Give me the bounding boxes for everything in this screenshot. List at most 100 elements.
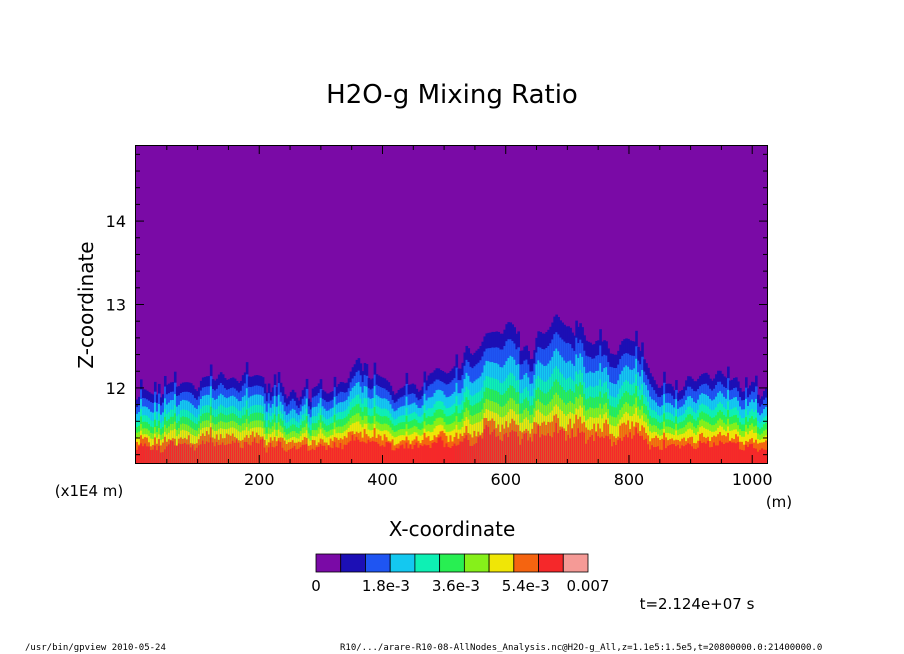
colorbar-swatch xyxy=(439,553,465,573)
heatmap-cell xyxy=(487,426,491,463)
heatmap-cell xyxy=(685,444,688,463)
heatmap-cell xyxy=(309,450,313,463)
heatmap-cell xyxy=(741,449,744,463)
heatmap-cell xyxy=(251,441,255,463)
heatmap-cell xyxy=(679,448,682,463)
heatmap-cell xyxy=(525,432,528,463)
heatmap-cell xyxy=(505,432,509,463)
heatmap-cell xyxy=(403,448,407,463)
heatmap-cell xyxy=(401,444,405,463)
heatmap-cell xyxy=(713,442,716,463)
heatmap-cell xyxy=(583,432,586,463)
heatmap-cell xyxy=(159,452,163,463)
x-axis-ticks: 200 400 600 800 1000 xyxy=(166,146,773,489)
heatmap-cell xyxy=(303,444,307,463)
heatmap-cell xyxy=(541,434,544,463)
heatmap-cell xyxy=(671,444,674,463)
heatmap-cell xyxy=(241,448,245,463)
heatmap-cell xyxy=(349,440,353,463)
heatmap-cell xyxy=(421,446,425,463)
heatmap-cell xyxy=(749,444,752,463)
heatmap-cell xyxy=(371,440,375,463)
colorbar xyxy=(315,553,589,573)
x-tick-label: 200 xyxy=(244,470,275,489)
heatmap-cell xyxy=(631,438,634,463)
heatmap-cell xyxy=(197,445,201,463)
colorbar-swatch xyxy=(365,553,391,573)
heatmap-cell xyxy=(521,438,524,463)
heatmap-cell xyxy=(213,446,217,463)
heatmap-cell xyxy=(681,445,684,463)
heatmap-cell xyxy=(395,447,399,463)
heatmap-cell xyxy=(453,443,457,463)
heatmap-cell xyxy=(263,447,267,463)
heatmap-cell xyxy=(727,442,730,463)
heatmap-cell xyxy=(419,445,423,463)
heatmap-cell xyxy=(473,444,477,463)
heatmap-cell xyxy=(465,435,469,463)
heatmap-cell xyxy=(357,439,361,463)
heatmap-cell xyxy=(177,443,181,463)
colorbar-label: 0.007 xyxy=(567,577,610,595)
heatmap-cell xyxy=(723,444,726,463)
heatmap-cell xyxy=(325,449,329,463)
heatmap-cell xyxy=(627,437,630,463)
heatmap-cell xyxy=(279,441,283,463)
heatmap-cell xyxy=(705,443,708,463)
heatmap-cell xyxy=(231,440,235,463)
colorbar-swatch xyxy=(389,553,416,573)
heatmap-cell xyxy=(615,444,618,463)
heatmap-cell xyxy=(691,446,694,463)
heatmap-cell xyxy=(253,438,257,463)
heatmap-cell xyxy=(199,444,203,463)
x-axis-unit: (m) xyxy=(766,493,792,511)
heatmap-cell xyxy=(449,448,453,463)
heatmap-cell xyxy=(499,439,503,463)
heatmap-cell xyxy=(601,436,604,463)
heatmap-cell xyxy=(265,452,269,463)
heatmap-cell xyxy=(369,441,373,463)
heatmap-cell xyxy=(547,433,550,463)
heatmap-cell xyxy=(185,444,189,463)
heatmap-cell xyxy=(333,442,337,463)
heatmap-cell xyxy=(543,435,546,463)
heatmap-cell xyxy=(519,444,522,463)
heatmap-cell xyxy=(136,449,139,463)
heatmap-cell xyxy=(141,446,145,463)
heatmap-cell xyxy=(387,442,391,463)
x-tick-label: 800 xyxy=(614,470,645,489)
heatmap-cell xyxy=(669,444,672,463)
heatmap-cell xyxy=(243,441,247,463)
heatmap-cell xyxy=(295,449,299,463)
heatmap-cell xyxy=(443,447,447,463)
heatmap-cell xyxy=(589,437,592,463)
heatmap-cell xyxy=(533,433,536,463)
colorbar-labels: 0 1.8e-3 3.6e-3 5.4e-3 0.007 xyxy=(311,577,609,595)
y-axis-label: Z-coordinate xyxy=(74,241,98,368)
heatmap-cell xyxy=(425,445,429,463)
heatmap-cell xyxy=(467,439,471,463)
colorbar-swatch xyxy=(340,553,366,573)
heatmap-cell xyxy=(261,438,265,463)
heatmap-cell xyxy=(765,449,768,463)
heatmap-cell xyxy=(287,449,291,463)
heatmap-cell xyxy=(223,445,227,463)
heatmap-cell xyxy=(305,444,309,463)
heatmap-cell xyxy=(559,430,562,463)
heatmap-cell xyxy=(483,429,487,463)
heatmap-cell xyxy=(469,445,473,463)
heatmap-cell xyxy=(375,442,379,463)
y-axis-unit: (x1E4 m) xyxy=(55,482,124,500)
footer-left: /usr/bin/gpview 2010-05-24 xyxy=(25,643,166,653)
heatmap-cell xyxy=(655,446,658,463)
heatmap-cell xyxy=(455,445,459,463)
heatmap-cell xyxy=(617,440,620,463)
heatmap-cell xyxy=(457,444,461,463)
heatmap-cell xyxy=(437,437,441,463)
heatmap-cell xyxy=(233,442,237,463)
heatmap-cell xyxy=(693,448,696,463)
heatmap-cell xyxy=(739,449,742,463)
heatmap-cell xyxy=(189,447,193,463)
heatmap-cell xyxy=(193,450,197,463)
heatmap-cell xyxy=(551,437,554,463)
